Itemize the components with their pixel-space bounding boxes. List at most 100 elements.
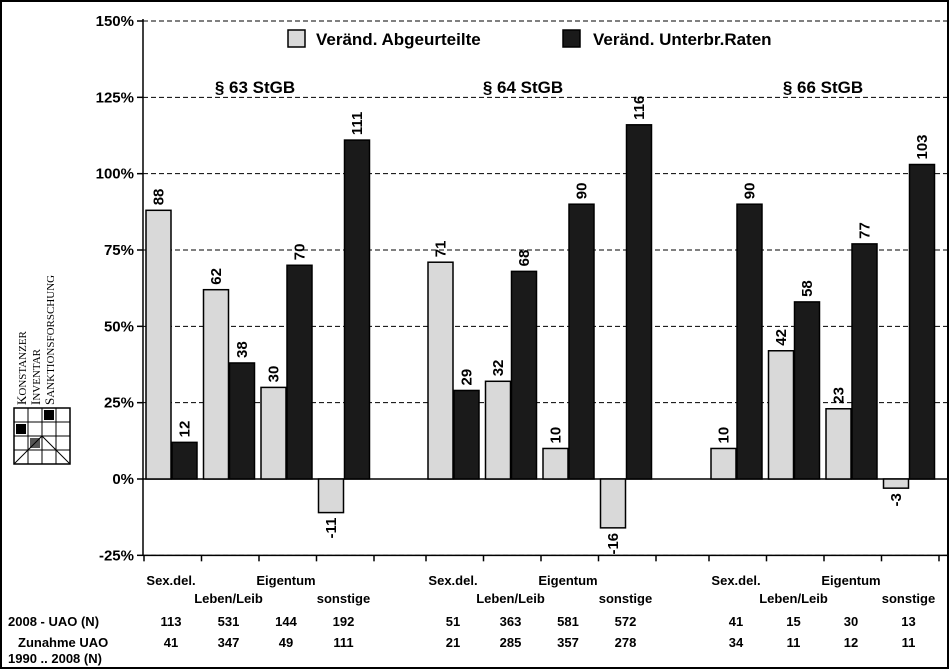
group-title: § 64 StGB <box>483 78 563 97</box>
category-label: Eigentum <box>821 573 880 588</box>
table-cell-zunahme-uao: 11 <box>787 635 801 650</box>
logo-line-3: SANKTIONSFORSCHUNG <box>42 275 57 405</box>
table-cell-uao-2008: 30 <box>844 614 858 629</box>
category-label: Leben/Leib <box>476 591 545 606</box>
value-label-unterbr-raten: 70 <box>292 244 309 261</box>
group-title: § 66 StGB <box>783 78 863 97</box>
bar-abgeurteilte <box>484 380 512 480</box>
value-label-abgeurteilte: 23 <box>831 387 848 404</box>
bar-unterbr-raten <box>343 139 371 480</box>
category-label: Leben/Leib <box>759 591 828 606</box>
category-label: Sex.del. <box>428 573 477 588</box>
value-label-unterbr-raten: 58 <box>799 280 816 297</box>
bar-abgeurteilte <box>825 408 852 480</box>
category-label: Eigentum <box>538 573 597 588</box>
table-cell-uao-2008: 51 <box>446 614 460 629</box>
category-label: sonstige <box>317 591 370 606</box>
value-label-abgeurteilte: 30 <box>266 366 283 383</box>
category-label: sonstige <box>599 591 652 606</box>
value-label-unterbr-raten: 38 <box>234 341 251 358</box>
bar-unterbr-raten <box>625 124 653 480</box>
value-label-unterbr-raten: 116 <box>631 96 648 120</box>
y-tick-label: 75% <box>104 242 134 259</box>
value-label-unterbr-raten: 111 <box>349 112 366 135</box>
y-tick-label: 50% <box>104 318 134 335</box>
bar-unterbr-raten <box>286 264 313 480</box>
bar-unterbr-raten <box>736 203 763 480</box>
legend-label-abgeurteilte: Veränd. Abgeurteilte <box>316 30 481 49</box>
table-cell-uao-2008: 13 <box>901 614 915 629</box>
table-cell-zunahme-uao: 21 <box>446 635 460 650</box>
value-label-abgeurteilte: -11 <box>323 518 340 539</box>
y-tick-label: 150% <box>96 13 134 30</box>
category-label: Eigentum <box>256 573 315 588</box>
value-label-abgeurteilte: 42 <box>773 329 790 346</box>
category-label: Leben/Leib <box>194 591 263 606</box>
logo-line-1: KONSTANZER <box>14 330 29 405</box>
table-row-label-uao-2008: 2008 - UAO (N) <box>8 614 99 629</box>
value-label-abgeurteilte: 32 <box>490 360 507 377</box>
x-axis: Sex.del.Leben/LeibEigentumsonstigeSex.de… <box>143 554 949 606</box>
table-cell-zunahme-uao: 11 <box>902 635 916 650</box>
table-row-label-zunahme-2: 1990 .. 2008 (N) <box>8 651 102 666</box>
value-label-unterbr-raten: 103 <box>914 134 931 159</box>
table-row-label-zunahme-1: Zunahme UAO <box>18 635 108 650</box>
table-cell-zunahme-uao: 111 <box>333 635 353 650</box>
y-tick-label: 25% <box>104 395 134 412</box>
value-label-abgeurteilte: 88 <box>151 189 168 206</box>
value-label-abgeurteilte: 10 <box>716 427 733 444</box>
value-label-unterbr-raten: 77 <box>857 222 874 239</box>
value-label-unterbr-raten: 12 <box>177 421 194 438</box>
value-labels: 88 12 62 38 30 70 -11 111 71 29 32 68 10 90 -16 116 10 90… <box>151 96 932 555</box>
table-cell-uao-2008: 581 <box>557 614 579 629</box>
data-table: 113 41 531 347 144 49 192 111 51 21 363 285 581 357 57… <box>161 614 916 650</box>
table-cell-zunahme-uao: 49 <box>279 635 293 650</box>
bar-abgeurteilte <box>882 478 910 489</box>
group-titles: § 63 StGB § 64 StGB § 66 StGB <box>215 78 863 97</box>
bar-abgeurteilte <box>599 478 627 529</box>
y-tick-label: 100% <box>96 166 134 183</box>
bars <box>145 124 936 529</box>
bar-unterbr-raten <box>793 301 821 480</box>
category-label: sonstige <box>882 591 935 606</box>
legend-swatch-abgeurteilte <box>287 29 306 48</box>
y-tick-label: 0% <box>112 471 134 488</box>
value-label-abgeurteilte: 10 <box>548 427 565 444</box>
table-cell-uao-2008: 41 <box>729 614 743 629</box>
legend: Veränd. Abgeurteilte Veränd. Unterbr.Rat… <box>287 29 772 49</box>
logo-grid <box>13 407 71 465</box>
category-label: Sex.del. <box>711 573 760 588</box>
bar-unterbr-raten <box>228 362 256 480</box>
value-label-abgeurteilte: -3 <box>888 493 905 506</box>
bar-abgeurteilte <box>202 288 230 480</box>
bar-unterbr-raten <box>171 441 198 480</box>
table-cell-zunahme-uao: 12 <box>844 635 858 650</box>
legend-swatch-unterbr-raten <box>562 29 581 48</box>
bar-abgeurteilte <box>145 209 172 480</box>
table-cell-zunahme-uao: 347 <box>218 635 240 650</box>
table-cell-zunahme-uao: 285 <box>500 635 522 650</box>
value-label-abgeurteilte: -16 <box>605 533 622 555</box>
table-cell-uao-2008: 572 <box>615 614 637 629</box>
bar-abgeurteilte <box>767 350 795 480</box>
value-label-unterbr-raten: 29 <box>459 369 476 386</box>
y-tick-label: -25% <box>99 547 134 564</box>
table-cell-zunahme-uao: 34 <box>729 635 744 650</box>
bar-abgeurteilte <box>542 447 569 480</box>
logo: KONSTANZER INVENTAR SANKTIONSFORSCHUNG <box>13 275 71 465</box>
table-cell-uao-2008: 144 <box>275 614 297 629</box>
value-label-abgeurteilte: 62 <box>208 268 225 285</box>
logo-line-2: INVENTAR <box>28 348 43 405</box>
legend-label-unterbr-raten: Veränd. Unterbr.Raten <box>593 30 772 49</box>
bar-unterbr-raten <box>510 270 538 480</box>
value-label-unterbr-raten: 68 <box>516 250 533 267</box>
table-cell-uao-2008: 113 <box>161 614 182 629</box>
table-cell-zunahme-uao: 41 <box>164 635 178 650</box>
group-title: § 63 StGB <box>215 78 295 97</box>
bar-abgeurteilte <box>317 478 345 514</box>
table-cell-uao-2008: 531 <box>218 614 240 629</box>
table-cell-uao-2008: 192 <box>333 614 355 629</box>
bar-unterbr-raten <box>908 163 936 480</box>
value-label-unterbr-raten: 90 <box>742 183 759 200</box>
